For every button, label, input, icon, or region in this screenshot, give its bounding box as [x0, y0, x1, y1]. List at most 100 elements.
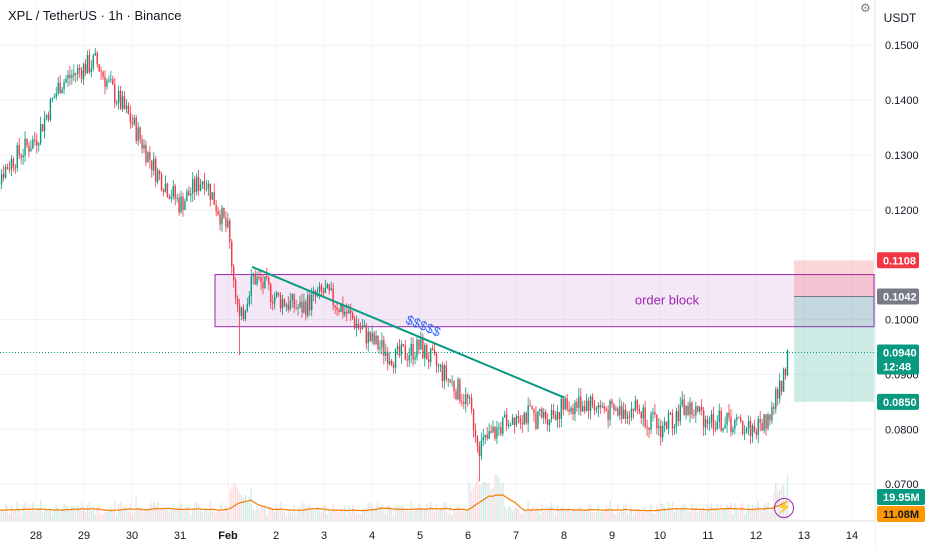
candle-body	[260, 277, 261, 282]
candle-body	[358, 324, 359, 328]
volume-bar	[104, 512, 105, 520]
volume-bar	[680, 509, 681, 520]
volume-bar	[721, 504, 722, 520]
volume-bar	[656, 505, 657, 520]
volume-bar	[756, 506, 757, 520]
candle-body	[465, 395, 466, 404]
candle-body	[98, 64, 99, 71]
volume-bar	[635, 510, 636, 520]
order-block-label: order block	[635, 293, 700, 308]
volume-bar	[202, 512, 203, 520]
candle-body	[750, 421, 751, 436]
candle-body	[362, 327, 363, 329]
candle-body	[602, 406, 603, 407]
candle-body	[75, 73, 76, 74]
volume-bar	[516, 508, 517, 520]
volume-bar	[576, 510, 577, 520]
volume-bar	[541, 503, 542, 520]
volume-bar	[188, 506, 189, 520]
candle-body	[775, 389, 776, 409]
candle-body	[130, 114, 131, 122]
candle-body	[496, 428, 497, 439]
candle-body	[689, 403, 690, 415]
candle-body	[42, 124, 43, 131]
candle-body	[200, 184, 201, 190]
volume-bar	[284, 511, 285, 520]
volume-bar	[204, 510, 205, 520]
candle-body	[553, 410, 554, 415]
candle-body	[370, 332, 371, 341]
volume-bar	[520, 513, 521, 520]
candle-body	[237, 298, 238, 305]
volume-bar	[506, 510, 507, 520]
candle-body	[104, 77, 105, 87]
volume-bar	[644, 507, 645, 520]
price-tag: 0.1042	[883, 292, 917, 304]
volume-bar	[527, 501, 528, 520]
candle-body	[777, 389, 778, 398]
volume-bar	[393, 515, 394, 520]
candle-body	[190, 194, 191, 196]
candle-body	[194, 179, 195, 192]
volume-bar	[151, 502, 152, 520]
lightning-icon[interactable]: ⚡	[774, 498, 794, 518]
candle-body	[157, 171, 158, 182]
candle-body	[748, 421, 749, 428]
volume-bar	[461, 511, 462, 520]
volume-bar	[120, 502, 121, 520]
candle-body	[210, 184, 211, 200]
candle-body	[223, 208, 224, 218]
candle-body	[85, 64, 86, 74]
volume-bar	[331, 512, 332, 520]
candle-body	[401, 344, 402, 355]
volume-bar	[198, 505, 199, 520]
candle-body	[463, 402, 464, 404]
candle-body	[375, 336, 376, 344]
volume-bar	[553, 511, 554, 520]
volume-bar	[496, 475, 497, 520]
candle-body	[262, 282, 263, 288]
candle-body	[713, 414, 714, 428]
candle-body	[709, 423, 710, 424]
price-tag: 12:48	[883, 361, 911, 373]
volume-bar	[434, 512, 435, 520]
volume-bar	[590, 504, 591, 520]
candle-body	[730, 417, 731, 432]
candle-body	[24, 139, 25, 156]
candle-body	[268, 278, 269, 284]
currency-label[interactable]: USDT	[878, 8, 922, 28]
volume-bar	[75, 510, 76, 520]
candle-body	[13, 159, 14, 168]
volume-bar	[646, 512, 647, 520]
volume-bar	[40, 500, 41, 520]
candle-body	[256, 277, 257, 284]
volume-bar	[559, 510, 560, 520]
volume-bar	[231, 486, 232, 520]
gear-icon[interactable]: ⚙	[860, 1, 871, 15]
candle-body	[120, 91, 121, 109]
candle-body	[149, 152, 150, 160]
candle-body	[761, 423, 762, 431]
volume-bar	[371, 505, 372, 520]
candle-body	[253, 274, 254, 277]
volume-bar	[629, 510, 630, 520]
volume-bar	[375, 505, 376, 520]
candle-body	[728, 413, 729, 418]
candle-body	[368, 332, 369, 344]
candle-body	[161, 174, 162, 190]
candle-body	[527, 406, 528, 424]
candle-body	[586, 401, 587, 411]
candle-body	[28, 145, 29, 151]
volume-bar	[457, 507, 458, 520]
volume-bar	[26, 510, 27, 520]
volume-bar	[130, 503, 131, 520]
grid	[0, 0, 875, 520]
candle-body	[488, 431, 489, 438]
volume-bar	[342, 510, 343, 520]
candle-body	[705, 419, 706, 427]
volume-bar	[71, 506, 72, 520]
candle-body	[668, 413, 669, 429]
volume-bar	[643, 511, 644, 520]
